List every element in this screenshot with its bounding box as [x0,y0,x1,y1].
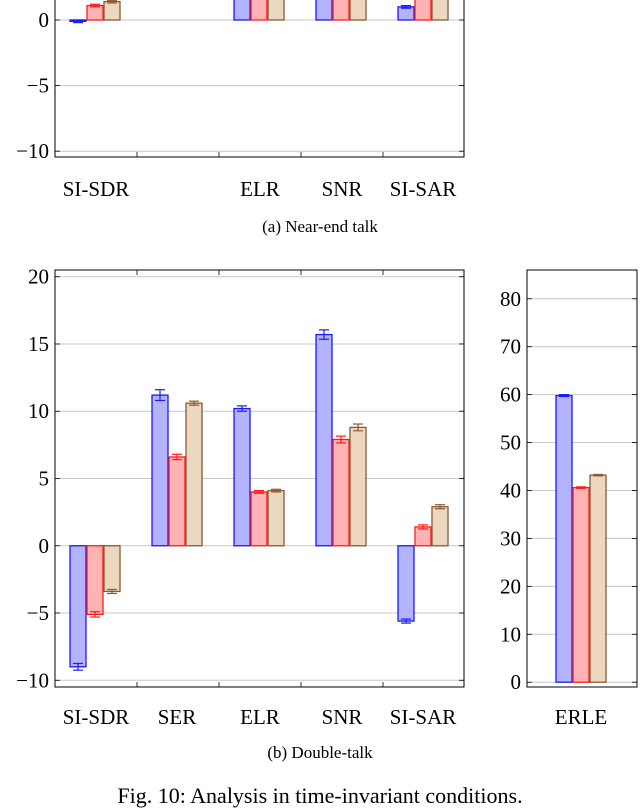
ytick-label-a: −5 [27,74,49,98]
bar-brown [185,402,203,547]
ytick-label-a: −10 [16,139,49,163]
category-label: SNR [322,705,363,729]
bar-a-blue [315,0,333,21]
category-label-a: ELR [240,177,280,201]
ytick-label: 0 [39,534,50,558]
ytick-label: 20 [28,265,49,289]
bar-blue [151,394,169,547]
ytick-label: 80 [500,287,521,311]
bar-red [86,545,104,616]
bar-red [414,526,432,547]
bar-blue [315,333,333,547]
bar-a-red [86,4,104,21]
bars-a [69,0,449,24]
ytick-label: 5 [39,467,50,491]
bar-a-red [250,0,268,21]
ytick-label: −10 [16,668,49,692]
ytick-label: 10 [28,399,49,423]
axes-frame-a [54,0,465,158]
bar-blue [233,407,251,547]
bar-a-brown [349,0,367,21]
ytick-label-a: 0 [39,8,50,32]
ytick-label: 40 [500,478,521,502]
category-label-a: SI-SAR [390,177,457,201]
bar-blue [555,394,573,683]
bar-brown [267,489,285,547]
chart-a: 0 −5 −10 SI-SDR ELR SNR SI-SAR (a) Near-end tal… [16,0,465,236]
ytick-label: −5 [27,601,49,625]
ytick-label: 10 [500,622,521,646]
axes-frame [54,269,465,688]
category-label-a: SNR [322,177,363,201]
ytick-label: 15 [28,332,49,356]
bar-brown [349,426,367,547]
figure-caption: Fig. 10: Analysis in time-invariant cond… [117,783,522,808]
bar-a-brown [431,0,449,21]
caption-b: (b) Double-talk [267,743,373,762]
category-label: ERLE [555,705,608,729]
axes-frame [526,269,638,688]
bar-red [572,486,590,683]
category-label: SER [158,705,197,729]
bar-a-brown [103,0,121,21]
bar-red [332,438,350,547]
category-label: ELR [240,705,280,729]
bar-a-red [414,0,432,21]
bar-brown [103,545,121,593]
bar-red [250,491,268,547]
category-label: SI-SAR [390,705,457,729]
bar-a-blue [233,0,251,21]
caption-a: (a) Near-end talk [262,217,378,236]
ytick-label: 30 [500,526,521,550]
ytick-label: 50 [500,431,521,455]
bar-brown [431,506,449,547]
bar-a-red [332,0,350,21]
ytick-label: 60 [500,383,521,407]
bar-a-brown [267,0,285,21]
bar-a-blue [397,6,415,21]
chart-c: 80 70 60 50 40 30 20 10 0 ERLE [500,269,638,729]
bar-blue [397,545,415,622]
bar-blue [69,545,87,668]
ytick-label: 70 [500,335,521,359]
ytick-label: 0 [511,670,522,694]
bar-brown [589,474,607,683]
chart-b: 20 15 10 5 0 −5 −10 SI-SDR SER ELR SNR SI-SAR (b) Do… [16,265,465,762]
ytick-label: 20 [500,574,521,598]
bar-red [168,456,186,547]
category-label: SI-SDR [63,705,130,729]
category-label-a: SI-SDR [63,177,130,201]
